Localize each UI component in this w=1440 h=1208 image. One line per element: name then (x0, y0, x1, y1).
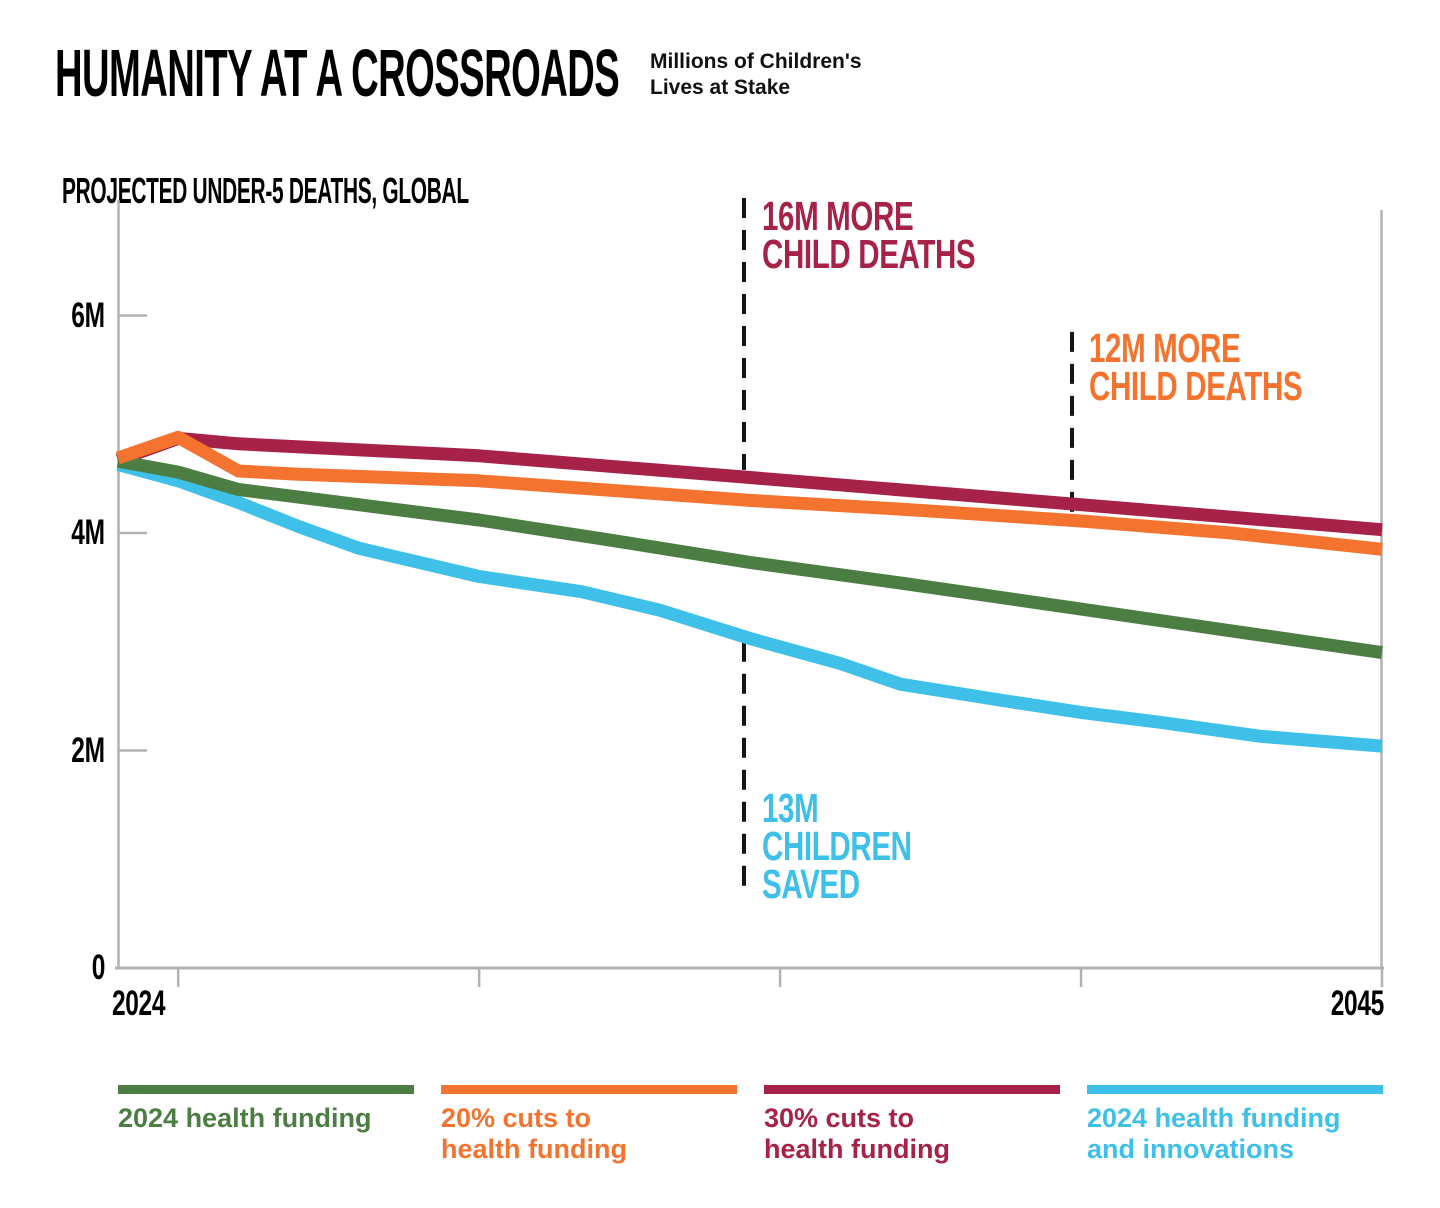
annotation-line-text: CHILD DEATHS (762, 231, 976, 277)
annotation-line: 12M MORE (1089, 325, 1385, 371)
annotation-line: CHILDREN (762, 823, 970, 869)
y-tick-label-text: 2M (71, 730, 106, 770)
annotation-line-text: 12M MORE (1089, 325, 1241, 371)
x-tick-label-text: 2045 (1330, 984, 1384, 1023)
y-tick-label-4m: 4M (35, 513, 106, 552)
legend-swatch (441, 1085, 737, 1094)
legend-swatch (764, 1085, 1060, 1094)
legend-label-line: 2024 health funding (1087, 1103, 1341, 1133)
legend-label-line: health funding (764, 1134, 950, 1164)
series-line-2024-health-funding-and-innovations (116, 458, 1383, 753)
annotation-line-text: 13M (762, 785, 819, 831)
series-line-30-cuts-to-health-funding (115, 431, 1383, 537)
page-title: HUMANITY AT A CROSSROADS (55, 40, 1045, 108)
annotation-line-text: CHILDREN (762, 823, 912, 869)
annotation-line: 13M (762, 785, 970, 831)
legend-label-line: and innovations (1087, 1134, 1295, 1164)
legend-swatch (1087, 1085, 1383, 1094)
legend-item-2: 20% cuts to health funding (441, 1085, 737, 1165)
y-tick-label-2m: 2M (35, 730, 106, 770)
page-subtitle-line2: Lives at Stake (650, 76, 791, 99)
legend-swatch (118, 1085, 414, 1094)
annotation-12m-more-child-deaths: 12M MORE CHILD DEATHS (1089, 325, 1385, 409)
series-line-20-cuts-to-health-funding (115, 430, 1383, 556)
legend-label: 2024 health funding and innovations (1087, 1103, 1383, 1165)
annotation-line-text: 16M MORE (762, 193, 914, 239)
y-tick-label-text: 0 (91, 948, 106, 987)
legend-item-4: 2024 health funding and innovations (1087, 1085, 1383, 1165)
page-subtitle: Millions of Children's Lives at Stake (650, 49, 862, 101)
y-tick-label-6m: 6M (35, 295, 106, 335)
annotation-line: CHILD DEATHS (762, 231, 1058, 277)
annotation-line: 16M MORE (762, 193, 1058, 239)
legend-label: 2024 health funding (118, 1103, 414, 1134)
annotation-13m-children-saved: 13M CHILDREN SAVED (762, 785, 970, 907)
x-tick-label-text: 2024 (112, 984, 166, 1023)
legend-label: 20% cuts to health funding (441, 1103, 737, 1165)
legend-label: 30% cuts to health funding (764, 1103, 1060, 1165)
legend-label-line: 30% cuts to (764, 1103, 915, 1133)
annotation-line: SAVED (762, 861, 970, 907)
annotation-16m-more-child-deaths: 16M MORE CHILD DEATHS (762, 193, 1058, 277)
annotation-line-text: CHILD DEATHS (1089, 363, 1303, 409)
y-tick-label-text: 4M (71, 513, 106, 552)
legend-label-line: 20% cuts to (441, 1103, 592, 1133)
series-line-2024-health-funding (116, 454, 1383, 660)
legend-label-line: health funding (441, 1134, 627, 1164)
page-subtitle-line1: Millions of Children's (650, 50, 862, 73)
y-tick-label-text: 6M (71, 295, 106, 335)
annotation-line-text: SAVED (762, 861, 860, 907)
chart-title-text: PROJECTED UNDER-5 DEATHS, GLOBAL (62, 170, 469, 211)
chart-title: PROJECTED UNDER-5 DEATHS, GLOBAL (62, 170, 763, 212)
y-tick-label-0: 0 (35, 948, 106, 987)
x-tick-label-2045: 2045 (1234, 986, 1384, 1022)
legend-item-1: 2024 health funding (118, 1085, 414, 1134)
legend-label-line: 2024 health funding (118, 1103, 372, 1133)
annotation-line: CHILD DEATHS (1089, 363, 1385, 409)
legend-item-3: 30% cuts to health funding (764, 1085, 1060, 1165)
x-tick-label-2024: 2024 (112, 986, 188, 1022)
page-title-text: HUMANITY AT A CROSSROADS (55, 36, 620, 111)
